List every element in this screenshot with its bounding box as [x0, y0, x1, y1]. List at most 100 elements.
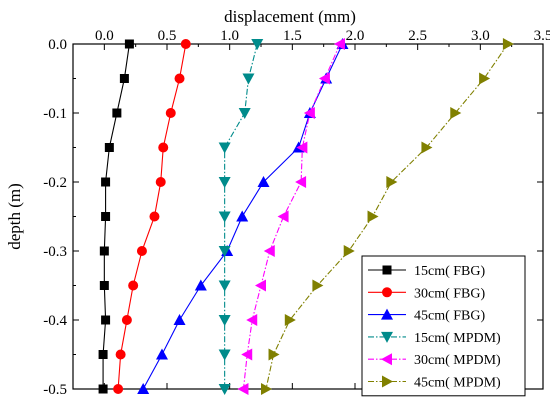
data-point [194, 279, 207, 291]
data-point [218, 280, 231, 292]
series-2 [113, 39, 191, 394]
data-point [238, 108, 251, 119]
data-point [218, 246, 231, 257]
data-point [242, 73, 255, 85]
data-point [115, 349, 126, 360]
y-tick-label: -0.2 [43, 175, 67, 191]
series-3 [137, 38, 349, 394]
data-point [121, 315, 132, 325]
data-point [112, 108, 122, 118]
x-tick-label: 2.5 [408, 28, 427, 44]
x-axis-title: displacement (mm) [224, 7, 356, 26]
series-6 [261, 38, 514, 395]
x-tick-label: 1.5 [283, 28, 302, 44]
data-point [312, 279, 324, 292]
y-tick-label: 0.0 [48, 37, 67, 53]
data-point [155, 348, 168, 360]
data-point [101, 315, 111, 325]
data-point [246, 314, 258, 326]
legend-box [361, 255, 526, 397]
data-point [218, 349, 231, 361]
data-point [158, 142, 169, 153]
legend-item: 15cm( FBG) [368, 264, 486, 279]
data-point [255, 279, 266, 292]
data-point [218, 384, 231, 395]
data-point [165, 108, 176, 118]
legend-item: 45cm( MPDM) [368, 375, 501, 391]
data-point [218, 177, 231, 188]
legend-marker [381, 353, 392, 366]
data-point [257, 176, 270, 187]
data-point [296, 141, 308, 154]
x-tick-label: 0.5 [158, 28, 177, 44]
data-point [104, 143, 114, 152]
legend-item: 15cm( MPDM) [368, 331, 501, 346]
series-4 [218, 39, 264, 395]
data-point [218, 315, 231, 326]
data-point [136, 246, 147, 256]
legend-label: 15cm( FBG) [414, 264, 486, 279]
x-tick-label: 0.0 [95, 28, 114, 44]
data-point [241, 348, 253, 361]
data-point [99, 246, 109, 256]
y-tick-label: -0.3 [43, 244, 67, 260]
x-tick-label: 1.0 [220, 28, 239, 44]
data-point [101, 177, 111, 187]
legend-marker [382, 265, 392, 275]
data-point [113, 384, 124, 394]
data-point [386, 176, 398, 188]
data-point [263, 245, 275, 257]
data-point [218, 211, 231, 223]
data-point [261, 383, 273, 395]
y-tick-label: -0.1 [43, 106, 67, 122]
data-point [295, 176, 307, 188]
y-axis-title: depth (m) [5, 183, 24, 250]
series-line [224, 43, 258, 389]
data-point [124, 39, 134, 49]
data-point [173, 314, 186, 325]
data-point [333, 38, 345, 50]
legend-item: 30cm( MPDM) [368, 353, 501, 368]
data-point [277, 210, 289, 223]
data-point [237, 383, 249, 395]
y-tick-label: -0.4 [43, 313, 67, 329]
data-point [180, 39, 191, 49]
legend-marker [381, 331, 393, 343]
data-point [251, 39, 264, 50]
data-point [101, 212, 111, 221]
data-point [218, 142, 231, 154]
data-point [479, 72, 491, 85]
data-point [236, 210, 249, 222]
legend-marker [381, 308, 393, 320]
series-1 [98, 39, 134, 394]
x-tick-label: 3.0 [471, 28, 490, 44]
legend-label: 30cm( FBG) [414, 286, 486, 301]
x-tick-label: 3.5 [534, 28, 550, 44]
data-point [421, 141, 433, 154]
legend-marker [382, 287, 392, 298]
data-point [137, 383, 150, 394]
data-point [318, 72, 330, 85]
x-tick-label: 2.0 [346, 28, 365, 44]
series-line [242, 43, 341, 390]
data-point [128, 280, 139, 291]
data-point [502, 38, 514, 50]
legend-label: 45cm( FBG) [414, 309, 486, 324]
legend-label: 30cm( MPDM) [414, 353, 501, 368]
legend-label: 45cm( MPDM) [414, 376, 501, 391]
y-tick-label: -0.5 [43, 382, 67, 398]
data-point [268, 348, 280, 361]
data-point [303, 107, 315, 119]
data-point [284, 314, 296, 326]
data-point [119, 74, 129, 83]
data-point [98, 350, 108, 359]
legend-item: 45cm( FBG) [368, 308, 486, 324]
series-5 [237, 38, 345, 395]
data-point [367, 210, 379, 223]
data-point [98, 384, 108, 394]
data-point [99, 281, 109, 290]
legend-item: 30cm( FBG) [368, 286, 486, 301]
data-point [450, 107, 462, 119]
